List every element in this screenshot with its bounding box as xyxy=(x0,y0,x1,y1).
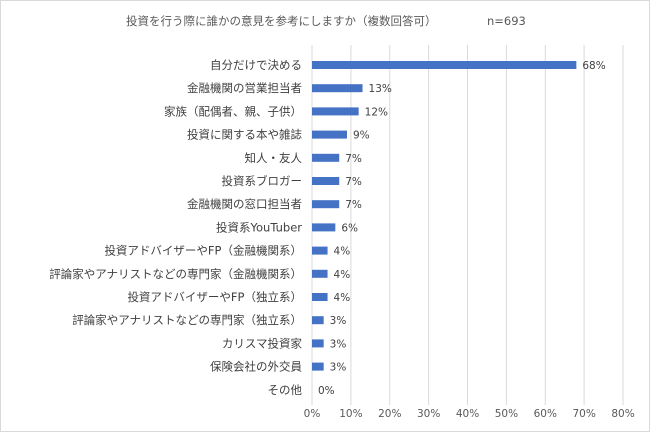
bar xyxy=(312,177,340,185)
category-label: 投資系ブロガー xyxy=(222,174,303,188)
x-tick-label: 40% xyxy=(456,408,479,420)
bar xyxy=(312,130,347,139)
data-label: 3% xyxy=(330,315,347,327)
category-label: 投資系YouTuber xyxy=(216,220,302,234)
category-label: 投資アドバイザーやFP（独立系） xyxy=(127,290,302,304)
data-label: 4% xyxy=(334,246,351,258)
data-label: 7% xyxy=(345,153,362,165)
category-label: 投資アドバイザーやFP（金融機関系） xyxy=(104,244,302,258)
x-tick-label: 80% xyxy=(611,408,634,420)
data-label: 13% xyxy=(369,83,392,95)
bar xyxy=(312,362,324,371)
data-label: 4% xyxy=(334,292,351,304)
data-label: 3% xyxy=(330,362,347,374)
bar xyxy=(312,269,328,278)
data-label: 9% xyxy=(353,130,370,142)
bar xyxy=(312,200,340,209)
data-label: 3% xyxy=(330,338,347,350)
category-label: 評論家やアナリストなどの専門家（独立系） xyxy=(72,313,302,327)
x-tick-label: 20% xyxy=(378,408,401,420)
chart-sample-size: n=693 xyxy=(487,14,526,28)
chart-title: 投資を行う際に誰かの意見を参考にしますか（複数回答可） xyxy=(126,14,437,28)
bar xyxy=(312,246,328,255)
category-label: 金融機関の窓口担当者 xyxy=(187,197,302,211)
data-label: 4% xyxy=(334,269,351,281)
bar xyxy=(312,84,363,93)
bar xyxy=(312,153,340,162)
x-tick-label: 0% xyxy=(304,408,321,420)
data-label: 0% xyxy=(318,385,335,397)
data-label: 7% xyxy=(345,199,362,211)
bar xyxy=(312,293,328,301)
bar xyxy=(312,339,324,348)
category-label: カリスマ投資家 xyxy=(222,336,303,350)
x-tick-label: 10% xyxy=(339,408,362,420)
category-label: 投資に関する本や雑誌 xyxy=(187,128,302,142)
data-label: 7% xyxy=(345,176,362,188)
category-label: 評論家やアナリストなどの専門家（金融機関系） xyxy=(49,267,302,281)
category-label: 金融機関の営業担当者 xyxy=(187,81,302,95)
x-tick-label: 70% xyxy=(572,408,595,420)
x-tick-label: 30% xyxy=(417,408,440,420)
category-label: 知人・友人 xyxy=(245,151,303,165)
bar xyxy=(312,107,359,116)
category-label: 家族（配偶者、親、子供） xyxy=(164,104,302,118)
bar xyxy=(312,61,577,69)
bar xyxy=(312,316,324,325)
x-tick-label: 60% xyxy=(534,408,557,420)
data-label: 6% xyxy=(341,222,358,234)
bar xyxy=(312,223,336,232)
category-label: 保険会社の外交員 xyxy=(210,360,302,374)
data-label: 12% xyxy=(365,106,388,118)
category-label: その他 xyxy=(268,383,303,397)
data-label: 68% xyxy=(582,60,605,72)
category-label: 自分だけで決める xyxy=(210,58,302,72)
x-tick-label: 50% xyxy=(495,408,518,420)
